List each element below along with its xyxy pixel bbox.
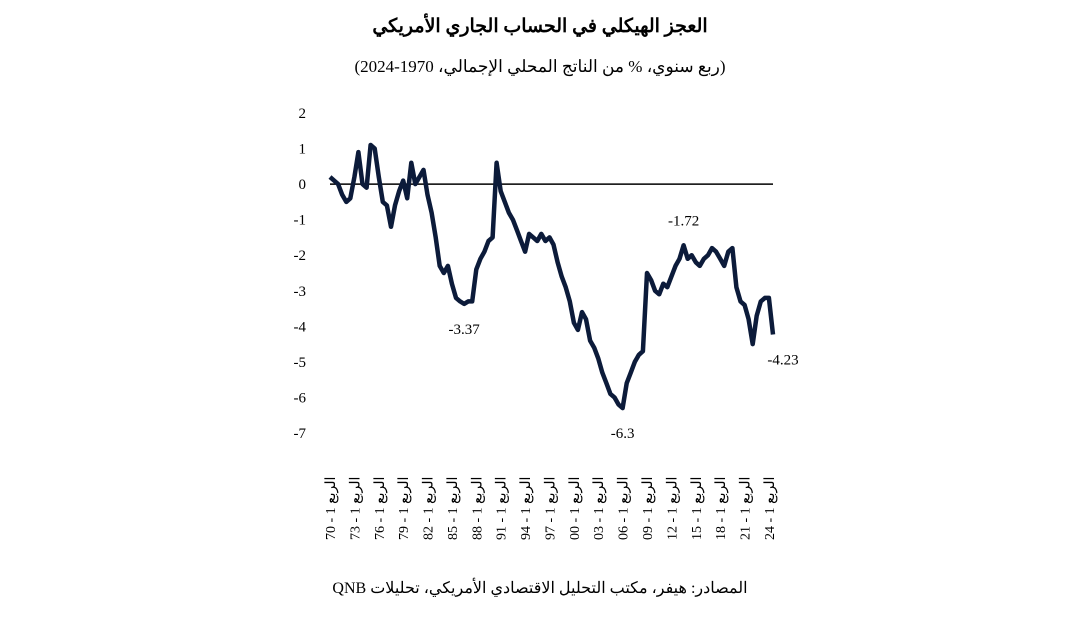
x-tick-label: الربع 1 - 85 — [446, 477, 461, 540]
x-tick-label: الربع 1 - 70 — [324, 477, 339, 540]
y-tick-label: -4 — [294, 319, 307, 335]
x-tick-label: الربع 1 - 88 — [470, 477, 485, 540]
x-tick-label: الربع 1 - 79 — [397, 477, 412, 540]
x-tick-label: الربع 1 - 91 — [495, 477, 510, 540]
x-tick-label: الربع 1 - 97 — [543, 477, 558, 540]
source: المصادر: هيفر، مكتب التحليل الاقتصادي ال… — [332, 578, 747, 597]
x-tick-label: الربع 1 - 09 — [641, 477, 656, 540]
chart-subtitle: (ربع سنوي، % من الناتج المحلي الإجمالي، … — [354, 57, 725, 77]
y-tick-label: -5 — [294, 355, 307, 371]
x-tick-label: الربع 1 - 00 — [568, 477, 583, 540]
x-tick-label: الربع 1 - 03 — [592, 477, 607, 540]
x-tick-label: الربع 1 - 24 — [763, 477, 778, 540]
x-tick-label: الربع 1 - 15 — [690, 477, 705, 540]
chart-title: العجز الهيكلي في الحساب الجاري الأمريكي — [372, 13, 707, 38]
x-tick-label: الربع 1 - 73 — [348, 477, 363, 540]
x-tick-label: الربع 1 - 18 — [714, 477, 729, 540]
data-label: -3.37 — [448, 322, 480, 338]
x-tick-label: الربع 1 - 21 — [739, 477, 754, 540]
y-tick-label: 0 — [299, 177, 307, 193]
x-tick-label: الربع 1 - 76 — [373, 477, 388, 540]
y-tick-label: -3 — [294, 284, 307, 300]
data-label: -1.72 — [668, 213, 699, 229]
x-tick-label: الربع 1 - 12 — [665, 477, 680, 540]
data-label: -4.23 — [767, 353, 798, 369]
x-tick-label: الربع 1 - 82 — [422, 477, 437, 540]
y-tick-label: 1 — [299, 142, 307, 158]
y-tick-label: -7 — [294, 426, 307, 442]
y-tick-label: 2 — [299, 106, 307, 122]
data-line — [328, 142, 776, 411]
x-tick-label: الربع 1 - 06 — [617, 477, 632, 540]
y-tick-label: -1 — [294, 213, 307, 229]
y-tick-label: -6 — [294, 390, 307, 406]
data-label: -6.3 — [611, 426, 635, 442]
x-tick-label: الربع 1 - 94 — [519, 477, 534, 540]
y-tick-label: -2 — [294, 248, 307, 264]
